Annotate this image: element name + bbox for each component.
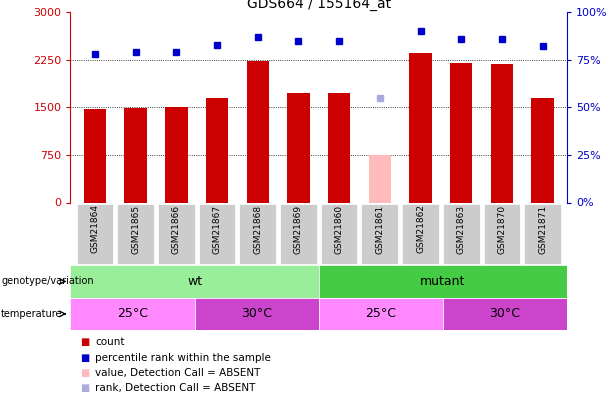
Text: GSM21864: GSM21864 bbox=[90, 205, 99, 254]
Text: wt: wt bbox=[187, 275, 202, 288]
Bar bbox=[124, 108, 147, 202]
Text: GSM21860: GSM21860 bbox=[335, 205, 344, 254]
Text: 30°C: 30°C bbox=[489, 307, 520, 320]
Bar bbox=[84, 109, 106, 202]
FancyBboxPatch shape bbox=[524, 204, 561, 264]
Text: GSM21871: GSM21871 bbox=[538, 205, 547, 254]
Bar bbox=[246, 61, 269, 202]
FancyBboxPatch shape bbox=[158, 204, 195, 264]
Bar bbox=[368, 155, 391, 202]
Text: count: count bbox=[95, 337, 124, 347]
Text: percentile rank within the sample: percentile rank within the sample bbox=[95, 353, 271, 362]
FancyBboxPatch shape bbox=[484, 204, 520, 264]
Text: 30°C: 30°C bbox=[241, 307, 272, 320]
Text: rank, Detection Call = ABSENT: rank, Detection Call = ABSENT bbox=[95, 384, 256, 393]
Text: GSM21866: GSM21866 bbox=[172, 205, 181, 254]
Text: GSM21869: GSM21869 bbox=[294, 205, 303, 254]
Text: GSM21863: GSM21863 bbox=[457, 205, 466, 254]
Text: mutant: mutant bbox=[420, 275, 466, 288]
Text: temperature: temperature bbox=[1, 309, 63, 319]
Text: GSM21870: GSM21870 bbox=[497, 205, 506, 254]
Bar bbox=[409, 53, 432, 202]
Bar bbox=[491, 64, 513, 202]
FancyBboxPatch shape bbox=[362, 204, 398, 264]
Text: 25°C: 25°C bbox=[117, 307, 148, 320]
FancyBboxPatch shape bbox=[443, 204, 479, 264]
Title: GDS664 / 155164_at: GDS664 / 155164_at bbox=[246, 0, 391, 11]
Bar bbox=[443, 298, 567, 330]
FancyBboxPatch shape bbox=[240, 204, 276, 264]
FancyBboxPatch shape bbox=[117, 204, 154, 264]
FancyBboxPatch shape bbox=[402, 204, 439, 264]
Bar bbox=[531, 98, 554, 202]
Text: GSM21865: GSM21865 bbox=[131, 205, 140, 254]
Bar bbox=[165, 107, 188, 202]
Text: 25°C: 25°C bbox=[365, 307, 397, 320]
FancyBboxPatch shape bbox=[77, 204, 113, 264]
Bar bbox=[319, 265, 567, 298]
Text: GSM21861: GSM21861 bbox=[375, 205, 384, 254]
Text: ■: ■ bbox=[80, 337, 89, 347]
Bar bbox=[70, 298, 195, 330]
Text: GSM21868: GSM21868 bbox=[253, 205, 262, 254]
Bar bbox=[287, 93, 310, 202]
Bar bbox=[450, 63, 473, 202]
Text: ■: ■ bbox=[80, 353, 89, 362]
Text: GSM21862: GSM21862 bbox=[416, 205, 425, 254]
FancyBboxPatch shape bbox=[321, 204, 357, 264]
Text: ■: ■ bbox=[80, 384, 89, 393]
Text: value, Detection Call = ABSENT: value, Detection Call = ABSENT bbox=[95, 368, 261, 378]
FancyBboxPatch shape bbox=[280, 204, 317, 264]
Text: genotype/variation: genotype/variation bbox=[1, 277, 94, 286]
Bar bbox=[206, 98, 228, 202]
Text: ■: ■ bbox=[80, 368, 89, 378]
Bar bbox=[195, 298, 319, 330]
Bar bbox=[70, 265, 319, 298]
Bar bbox=[319, 298, 443, 330]
Bar bbox=[328, 93, 350, 202]
FancyBboxPatch shape bbox=[199, 204, 235, 264]
Text: GSM21867: GSM21867 bbox=[213, 205, 221, 254]
